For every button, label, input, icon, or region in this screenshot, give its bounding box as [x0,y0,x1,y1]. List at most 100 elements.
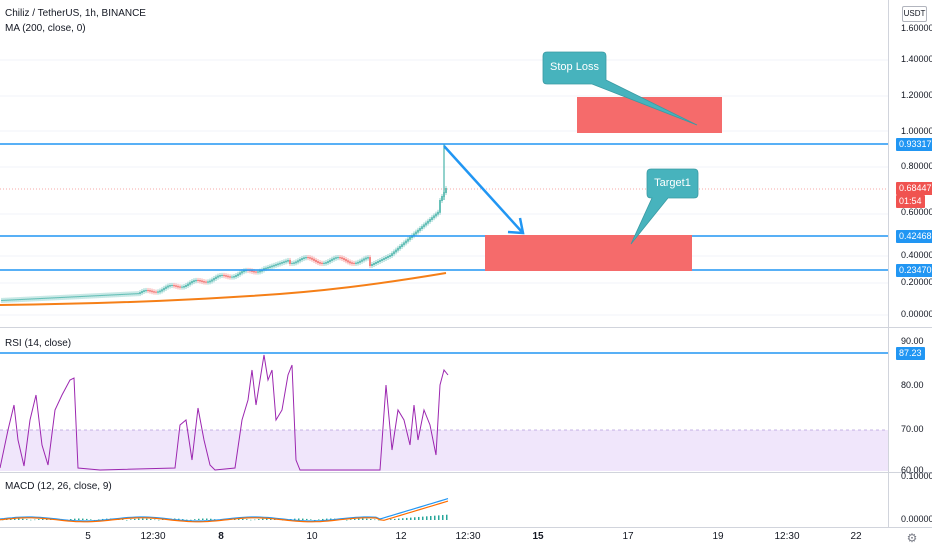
candle-body [197,279,199,282]
candle-body [225,275,227,277]
currency-button[interactable]: USDT [902,6,927,22]
candle-body [355,262,357,264]
candle-body [253,270,255,273]
candle-body [13,299,15,301]
stop-loss-callout-bubble[interactable] [542,51,698,126]
candle-body [255,271,257,273]
candle-body [235,275,237,278]
candle-body [115,294,117,296]
price-scale-label: 0.60000 [901,207,932,217]
macd-histogram-bar [246,519,248,520]
macd-scale-label: 0.00000 [901,514,932,524]
candle-body [125,293,127,295]
candle-body [41,297,43,299]
candle-body [307,257,309,259]
candle-body [321,262,323,264]
rsi-indicator-label[interactable]: RSI (14, close) [5,338,72,349]
candle-body [173,284,175,287]
candle-body [319,262,321,264]
candle-body [107,294,109,296]
candle-body [219,275,221,277]
macd-histogram-bar [182,519,184,520]
macd-histogram-bar [250,519,252,521]
candle-body [351,262,353,264]
candle-body [301,258,303,261]
candle-body [21,298,23,300]
candle-body [207,281,209,283]
candle-body [7,299,9,301]
candle-body [401,244,403,247]
candle-body [47,297,49,299]
trend-arrow-line[interactable] [443,145,523,233]
candle-body [283,261,285,264]
candle-body [189,282,191,285]
candle-body [435,213,437,217]
candle-body [313,258,315,261]
candle-body [139,292,141,295]
stop-loss-callout-text: Stop Loss [550,61,599,73]
time-axis-label: 17 [622,531,634,542]
candle-body [203,281,205,283]
candle-body [399,246,401,249]
time-axis-label: 22 [850,531,862,542]
candle-body [409,237,411,240]
pane-separator[interactable] [0,327,932,328]
macd-histogram-bar [414,517,416,520]
candle-body [267,266,269,269]
candle-body [95,295,97,297]
candle-body [73,296,75,298]
candle-body [323,262,325,264]
candle-body [77,296,79,298]
candle-body [85,295,87,297]
pane-separator[interactable] [0,472,932,473]
macd-histogram-bar [422,516,424,520]
candle-body [305,257,307,259]
symbol-title[interactable]: Chiliz / TetherUS, 1h, BINANCE [5,8,146,19]
time-axis-label: 12:30 [455,531,481,542]
candle-body [155,291,157,293]
macd-histogram-bar [10,518,12,520]
candle-body [23,298,25,300]
rsi-scale-label: 70.00 [901,424,924,434]
candle-body [413,233,415,237]
macd-histogram-bar [442,515,444,520]
macd-histogram-bar [206,518,208,520]
candle-body [5,299,7,301]
price-gridlines [0,59,888,316]
candle-body [223,274,225,277]
macd-histogram-bar [134,518,136,520]
candle-body [65,296,67,298]
bar-countdown-tag: 01:54 [896,195,925,208]
candle-body [163,287,165,291]
gear-icon[interactable]: ⚙ [906,531,918,545]
candle-body [337,257,339,259]
ma-indicator-label[interactable]: MA (200, close, 0) [5,23,86,34]
macd-histogram-bar [86,518,88,520]
candle-body [367,257,369,259]
target-zone[interactable] [485,235,692,271]
candle-body [335,257,337,259]
time-axis-label: 12:30 [140,531,166,542]
target-callout-bubble[interactable] [630,168,699,245]
candle-body [333,257,335,260]
candle-body [325,262,327,264]
macd-histogram-bar [326,518,328,520]
candle-body [143,290,145,292]
candle-body [205,281,207,283]
candle-body [105,294,107,296]
macd-indicator-label[interactable]: MACD (12, 26, close, 9) [5,481,112,492]
candle-body [387,256,389,258]
macd-histogram-bar [78,518,80,520]
candle-body [377,261,379,263]
macd-histogram-bar [270,518,272,520]
rsi-band-background [0,430,888,471]
macd-histogram-bar [154,519,156,521]
candle-body [417,229,419,233]
rsi-scale-label: 60.00 [901,465,924,475]
candle-body [341,257,343,260]
candle-body [259,270,261,273]
candle-body [89,295,91,297]
candle-body [215,276,217,280]
time-axis-label: 19 [712,531,724,542]
